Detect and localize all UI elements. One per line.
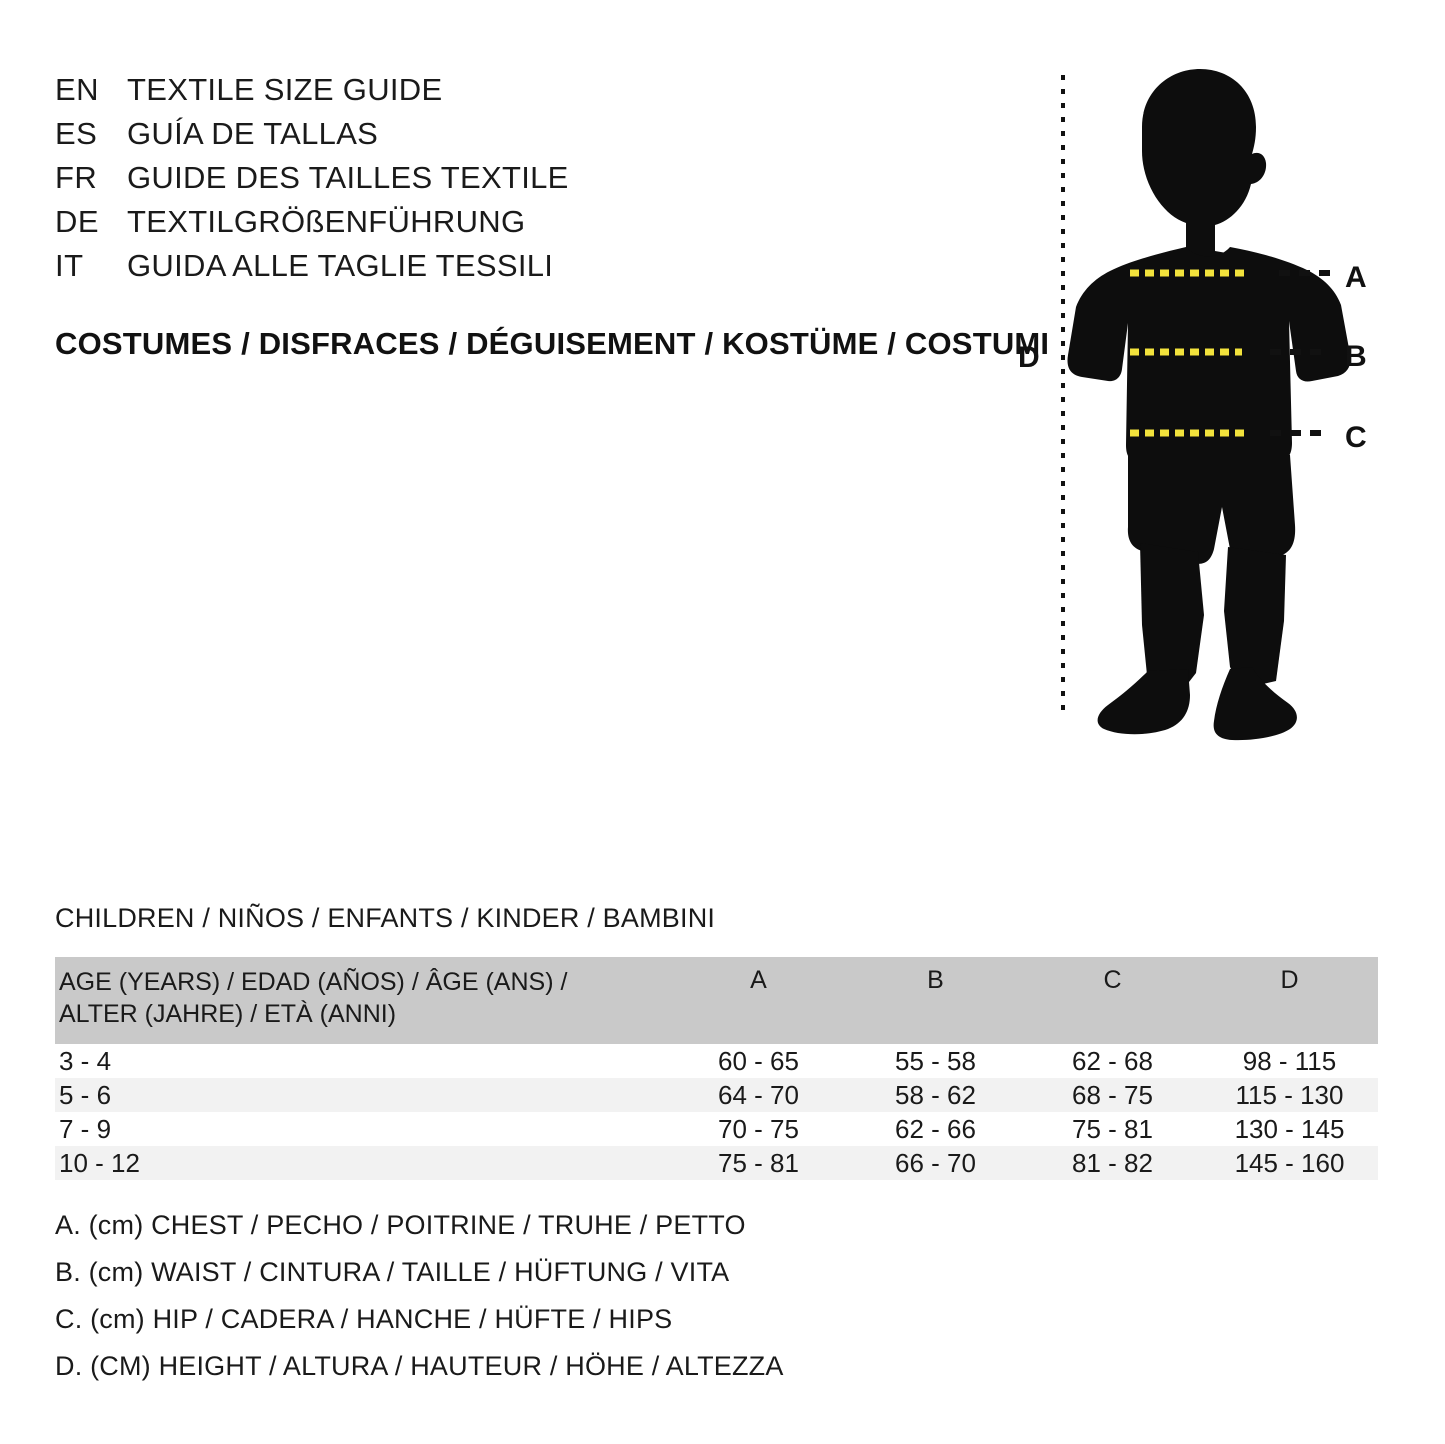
cell-age: 7 - 9: [55, 1112, 670, 1146]
cell-b: 62 - 66: [847, 1112, 1024, 1146]
cell-c: 81 - 82: [1024, 1146, 1201, 1180]
language-list: EN TEXTILE SIZE GUIDE ES GUÍA DE TALLAS …: [55, 72, 675, 292]
cell-a: 60 - 65: [670, 1044, 847, 1078]
table-row: 5 - 6 64 - 70 58 - 62 68 - 75 115 - 130: [55, 1078, 1378, 1112]
table-header-b: B: [847, 957, 1024, 1044]
language-code-de: DE: [55, 204, 100, 239]
language-row-en: EN TEXTILE SIZE GUIDE: [55, 72, 675, 116]
table-header-age-line2: ALTER (JAHRE) / ETÀ (ANNI): [59, 1000, 397, 1028]
measurement-legend: A. (cm) CHEST / PECHO / POITRINE / TRUHE…: [55, 1202, 955, 1390]
table-header: AGE (YEARS) / EDAD (AÑOS) / ÂGE (ANS) / …: [55, 957, 1378, 1044]
cell-b: 66 - 70: [847, 1146, 1024, 1180]
language-text-es: GUÍA DE TALLAS: [127, 116, 379, 151]
legend-line-c: C. (cm) HIP / CADERA / HANCHE / HÜFTE / …: [55, 1304, 673, 1334]
language-code-es: ES: [55, 116, 98, 151]
measure-label-c: C: [1345, 421, 1367, 454]
legend-line-b: B. (cm) WAIST / CINTURA / TAILLE / HÜFTU…: [55, 1257, 730, 1287]
language-row-de: DE TEXTILGRÖßENFÜHRUNG: [55, 204, 675, 248]
cell-b: 55 - 58: [847, 1044, 1024, 1078]
cell-c: 75 - 81: [1024, 1112, 1201, 1146]
language-text-fr: GUIDE DES TAILLES TEXTILE: [127, 160, 569, 195]
legend-line-a: A. (cm) CHEST / PECHO / POITRINE / TRUHE…: [55, 1210, 746, 1240]
cell-a: 70 - 75: [670, 1112, 847, 1146]
cell-age: 10 - 12: [55, 1146, 670, 1180]
cell-c: 62 - 68: [1024, 1044, 1201, 1078]
language-row-it: IT GUIDA ALLE TAGLIE TESSILI: [55, 248, 675, 292]
table-row: 7 - 9 70 - 75 62 - 66 75 - 81 130 - 145: [55, 1112, 1378, 1146]
language-code-it: IT: [55, 248, 84, 283]
measure-label-a: A: [1345, 261, 1367, 294]
table-header-age-line1: AGE (YEARS) / EDAD (AÑOS) / ÂGE (ANS) /: [59, 968, 568, 996]
cell-a: 64 - 70: [670, 1078, 847, 1112]
table-header-d: D: [1201, 957, 1378, 1044]
silhouette-body: [1067, 69, 1351, 741]
legend-line-d: D. (CM) HEIGHT / ALTURA / HAUTEUR / HÖHE…: [55, 1351, 784, 1381]
cell-d: 98 - 115: [1201, 1044, 1378, 1078]
language-text-en: TEXTILE SIZE GUIDE: [127, 72, 443, 107]
cell-d: 130 - 145: [1201, 1112, 1378, 1146]
cell-age: 5 - 6: [55, 1078, 670, 1112]
child-silhouette-icon: [1061, 69, 1351, 741]
cell-a: 75 - 81: [670, 1146, 847, 1180]
table-row: 10 - 12 75 - 81 66 - 70 81 - 82 145 - 16…: [55, 1146, 1378, 1180]
children-section-title: CHILDREN / NIÑOS / ENFANTS / KINDER / BA…: [55, 903, 716, 933]
language-code-fr: FR: [55, 160, 98, 195]
language-row-es: ES GUÍA DE TALLAS: [55, 116, 675, 160]
table-body: 3 - 4 60 - 65 55 - 58 62 - 68 98 - 115 5…: [55, 1044, 1378, 1180]
table-header-row: AGE (YEARS) / EDAD (AÑOS) / ÂGE (ANS) / …: [55, 957, 1378, 1044]
size-table: AGE (YEARS) / EDAD (AÑOS) / ÂGE (ANS) / …: [55, 957, 1378, 1180]
cell-d: 115 - 130: [1201, 1078, 1378, 1112]
table-header-age: AGE (YEARS) / EDAD (AÑOS) / ÂGE (ANS) / …: [55, 957, 670, 1044]
cell-d: 145 - 160: [1201, 1146, 1378, 1180]
costumes-heading: COSTUMES / DISFRACES / DÉGUISEMENT / KOS…: [55, 326, 1050, 361]
language-text-it: GUIDA ALLE TAGLIE TESSILI: [127, 248, 554, 283]
language-code-en: EN: [55, 72, 100, 107]
table-header-a: A: [670, 957, 847, 1044]
measure-label-d: D: [1018, 341, 1040, 374]
measurement-figure: A B C D: [990, 55, 1420, 745]
table-header-c: C: [1024, 957, 1201, 1044]
cell-age: 3 - 4: [55, 1044, 670, 1078]
language-text-de: TEXTILGRÖßENFÜHRUNG: [127, 204, 526, 239]
cell-c: 68 - 75: [1024, 1078, 1201, 1112]
table-row: 3 - 4 60 - 65 55 - 58 62 - 68 98 - 115: [55, 1044, 1378, 1078]
cell-b: 58 - 62: [847, 1078, 1024, 1112]
language-row-fr: FR GUIDE DES TAILLES TEXTILE: [55, 160, 675, 204]
measure-label-b: B: [1345, 340, 1367, 373]
